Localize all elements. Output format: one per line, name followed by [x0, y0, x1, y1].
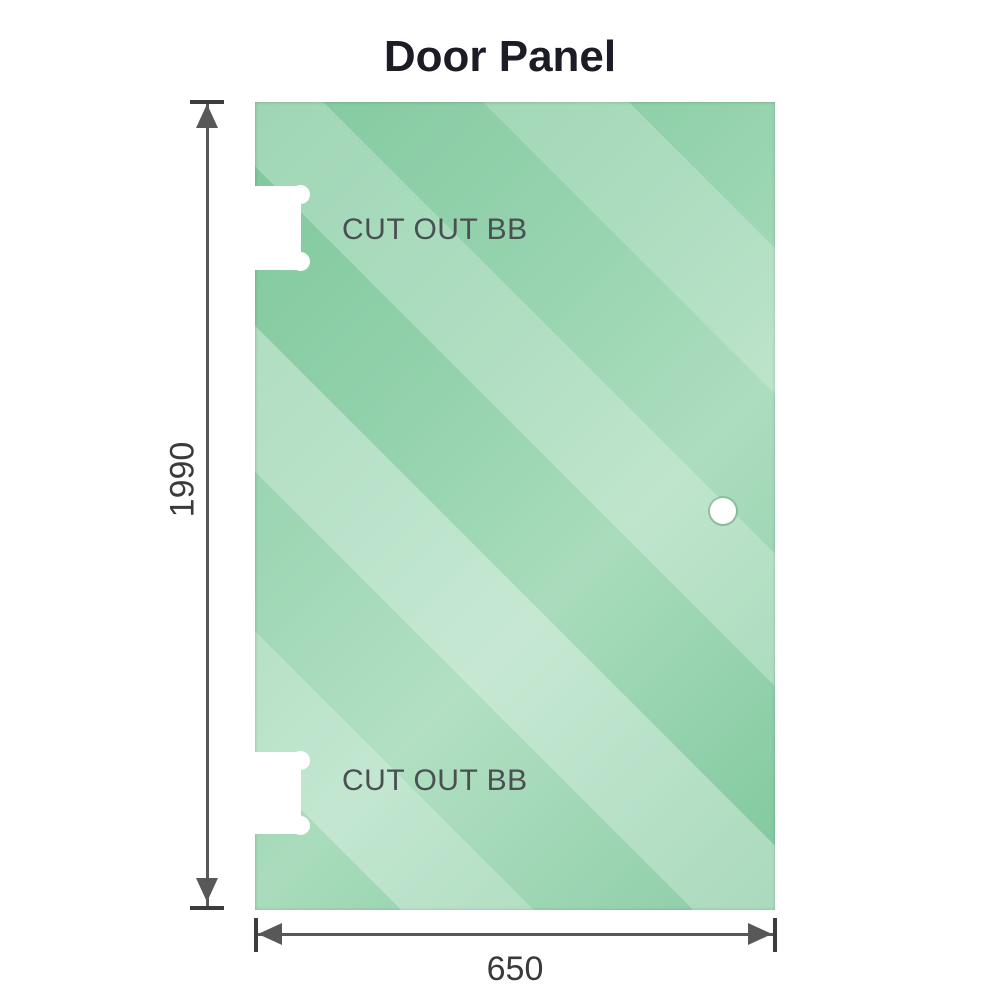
- door-panel: CUT OUT BB CUT OUT BB: [255, 102, 775, 910]
- cutout-lower-label: CUT OUT BB: [342, 764, 528, 797]
- width-dimension-label: 650: [486, 950, 544, 988]
- width-arrow-left-icon: [258, 923, 282, 945]
- height-arrow-down-icon: [196, 878, 218, 902]
- height-dimension-label: 1990: [163, 441, 202, 518]
- cutout-lower-bump-bottom: [291, 816, 310, 835]
- cutout-upper-stem: [291, 195, 301, 261]
- height-tick-bottom: [190, 906, 224, 910]
- page-title: Door Panel: [383, 32, 617, 81]
- height-tick-top: [190, 100, 224, 104]
- cutout-upper-bump-bottom: [291, 252, 310, 271]
- panel-glass-surface: [255, 102, 775, 910]
- width-tick-left: [254, 918, 258, 952]
- height-dimension-line: [206, 100, 209, 910]
- cutout-upper-label: CUT OUT BB: [342, 213, 528, 246]
- cutout-upper: [255, 185, 310, 271]
- width-tick-right: [773, 918, 777, 952]
- handle-hole: [710, 498, 736, 524]
- cutout-lower-bump-top: [291, 751, 310, 770]
- width-arrow-right-icon: [748, 923, 772, 945]
- cutout-lower-stem: [291, 761, 301, 825]
- width-dimension-line: [256, 933, 774, 936]
- height-arrow-up-icon: [196, 104, 218, 128]
- cutout-lower: [255, 751, 310, 835]
- cutout-upper-bump-top: [291, 185, 310, 204]
